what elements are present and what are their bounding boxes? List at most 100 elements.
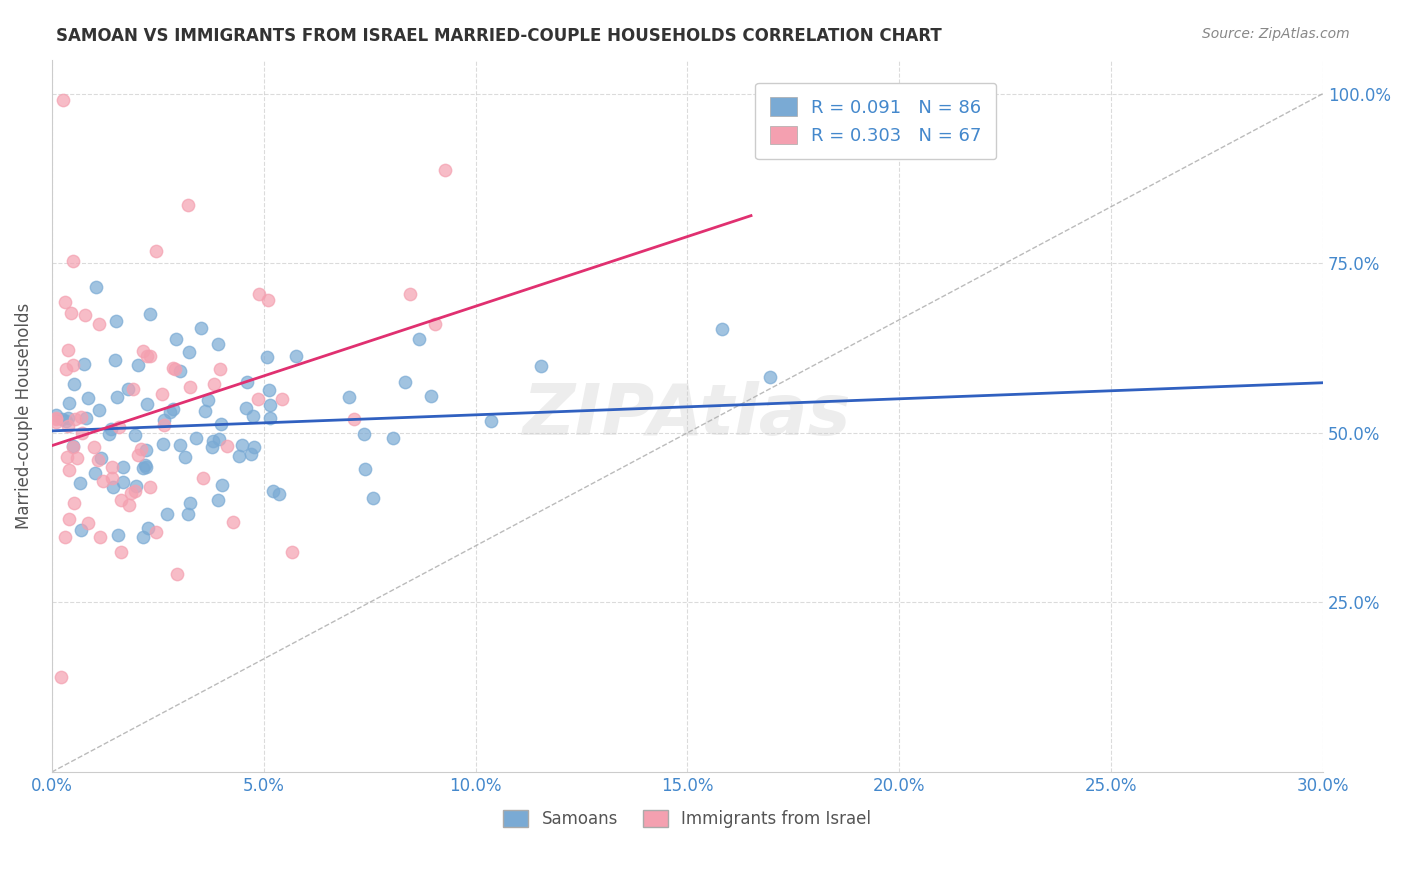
Point — [121, 382, 143, 396]
Point — [135, 460, 157, 475]
Point — [73, 357, 96, 371]
Point — [55, 414, 77, 428]
Point — [62, 496, 84, 510]
Point — [162, 360, 184, 375]
Point — [152, 437, 174, 451]
Point — [145, 525, 167, 540]
Point — [118, 498, 141, 512]
Point — [208, 432, 231, 446]
Point — [45, 408, 67, 422]
Point — [76, 516, 98, 530]
Point — [84, 467, 107, 481]
Point — [202, 376, 225, 391]
Point — [208, 362, 231, 376]
Point — [242, 409, 264, 424]
Point — [105, 314, 128, 328]
Point — [138, 349, 160, 363]
Point — [110, 545, 132, 559]
Point — [165, 332, 187, 346]
Point — [58, 343, 80, 357]
Point — [125, 479, 148, 493]
Point — [530, 359, 553, 374]
Point — [174, 450, 197, 464]
Point — [65, 412, 87, 426]
Point — [710, 321, 733, 335]
Point — [97, 427, 120, 442]
Point — [120, 486, 142, 500]
Point — [45, 411, 67, 425]
Point — [70, 409, 93, 424]
Point — [153, 418, 176, 433]
Point — [62, 253, 84, 268]
Point — [136, 397, 159, 411]
Point — [179, 496, 201, 510]
Point — [211, 478, 233, 492]
Point — [124, 428, 146, 442]
Point — [262, 484, 284, 499]
Point — [207, 493, 229, 508]
Point — [53, 530, 76, 544]
Point — [433, 163, 456, 178]
Point — [247, 286, 270, 301]
Point — [129, 442, 152, 456]
Point — [124, 483, 146, 498]
Point — [145, 244, 167, 258]
Point — [353, 427, 375, 442]
Point — [236, 375, 259, 389]
Point — [83, 440, 105, 454]
Point — [163, 361, 186, 376]
Point — [267, 487, 290, 501]
Point — [162, 402, 184, 417]
Point — [127, 358, 149, 372]
Point — [110, 492, 132, 507]
Point — [101, 471, 124, 485]
Point — [479, 414, 502, 428]
Text: ZIPAtlas: ZIPAtlas — [523, 381, 852, 450]
Point — [207, 336, 229, 351]
Point — [159, 404, 181, 418]
Point — [166, 567, 188, 582]
Point — [111, 460, 134, 475]
Point — [58, 512, 80, 526]
Point — [77, 391, 100, 405]
Point — [398, 287, 420, 301]
Point — [381, 432, 404, 446]
Point — [197, 393, 219, 408]
Point — [139, 480, 162, 494]
Point — [184, 431, 207, 445]
Point — [59, 306, 82, 320]
Point — [243, 441, 266, 455]
Point — [87, 402, 110, 417]
Point — [45, 415, 67, 429]
Point — [285, 349, 308, 363]
Point — [107, 528, 129, 542]
Point — [259, 398, 281, 412]
Point — [55, 362, 77, 376]
Point — [257, 384, 280, 398]
Point — [235, 401, 257, 416]
Point — [420, 389, 443, 403]
Point — [256, 293, 278, 307]
Point — [84, 280, 107, 294]
Point — [131, 530, 153, 544]
Point — [228, 449, 250, 463]
Point — [240, 447, 263, 461]
Point — [176, 507, 198, 521]
Point — [209, 417, 232, 432]
Point — [423, 317, 446, 331]
Point — [191, 471, 214, 485]
Point — [111, 475, 134, 489]
Point — [281, 544, 304, 558]
Point — [70, 523, 93, 537]
Point — [62, 440, 84, 454]
Point — [201, 440, 224, 454]
Point — [136, 349, 159, 363]
Point — [246, 392, 269, 406]
Point — [231, 438, 253, 452]
Point — [90, 450, 112, 465]
Point — [75, 411, 97, 425]
Point — [104, 353, 127, 368]
Point — [169, 364, 191, 378]
Point — [132, 461, 155, 475]
Point — [117, 382, 139, 396]
